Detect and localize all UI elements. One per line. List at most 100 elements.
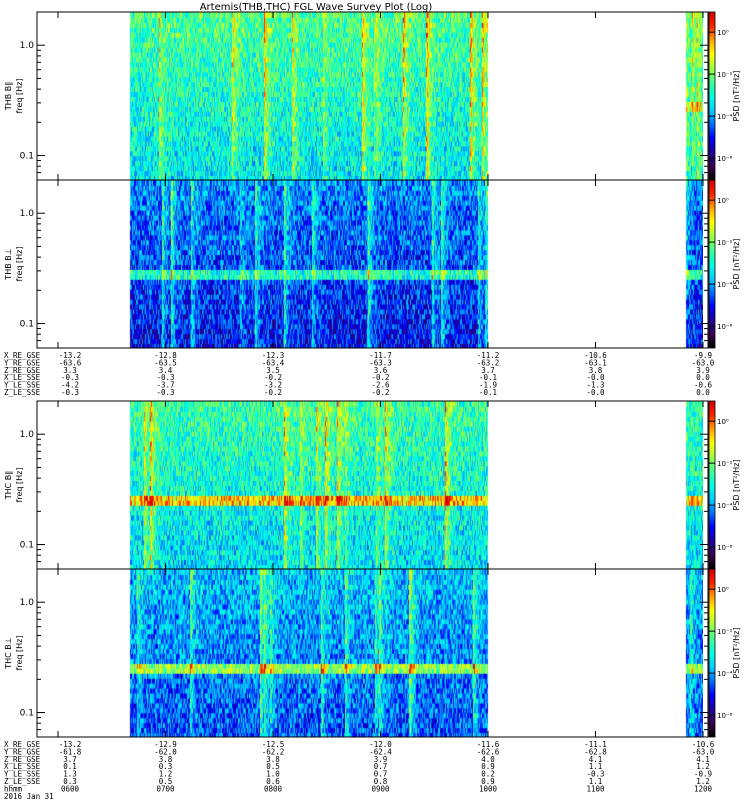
ephem-value: 0.8 (374, 777, 388, 786)
ephem-value: -3.7 (156, 381, 174, 390)
ylabel-freq: freq [Hz] (15, 468, 24, 503)
ephem-row-label: Z_LE_SSE (4, 388, 41, 397)
ytick-label: 1.0 (20, 41, 35, 51)
ephem-value: -63.1 (584, 358, 607, 367)
ytick-label: 0.1 (20, 152, 34, 162)
ephem-value: -63.6 (59, 358, 82, 367)
colorbar-tick-label: 10⁰ (717, 197, 729, 205)
ephem-value: -62.2 (262, 747, 285, 756)
ephem-value: -0.2 (264, 388, 282, 397)
panel-thb-bpar: 1.0 0.1 THB B∥ freq [Hz] 10⁰ 10⁻² 10⁻⁴ 10⁻⁶ PSD … (4, 11, 741, 181)
colorbar-label: PSD [nT²/Hz] (732, 628, 741, 679)
ephem-value: -0.2 (371, 388, 389, 397)
ylabel-instrument: THC B∥ (4, 471, 13, 501)
ephem-value: 0800 (264, 784, 283, 793)
ephem-value: -63.2 (477, 358, 500, 367)
ephem-value: 1.2 (696, 777, 710, 786)
ephem-value: 1.1 (589, 762, 603, 771)
ylabel-instrument: THB B∥ (4, 82, 13, 111)
ephem-value: 3.8 (266, 755, 280, 764)
spectrogram-thc-bpar (58, 401, 703, 569)
ephem-value: -62.8 (584, 747, 607, 756)
ephem-value: 3.4 (159, 366, 173, 375)
colorbar-tick-label: 10⁰ (717, 418, 729, 426)
ephem-value: 0.9 (481, 762, 495, 771)
ephem-value: -0.3 (61, 388, 79, 397)
ephem-value: -0.1 (479, 373, 497, 382)
ephem-row-label: Y_LE_SSE (4, 770, 41, 779)
colorbar (708, 11, 716, 181)
ephem-value: -4.2 (61, 381, 79, 390)
colorbar-tick-label: 10⁻⁴ (717, 670, 733, 678)
ytick-label: 1.0 (20, 598, 35, 608)
ephem-value: 0.5 (266, 762, 280, 771)
ephem-value: 3.6 (374, 366, 388, 375)
ephem-value: -1.9 (479, 381, 497, 390)
ephem-value: -11.1 (584, 740, 607, 749)
ephem-value: -0.2 (371, 373, 389, 382)
ephem-row-label: Y_RE_GSE (4, 747, 41, 756)
ephem-value: -2.6 (371, 381, 390, 390)
spectrogram-thb-bpar (58, 12, 703, 180)
ephem-value: -0.0 (586, 388, 605, 397)
ephem-value: -0.6 (694, 381, 713, 390)
colorbar (708, 179, 716, 349)
ylabel-freq: freq [Hz] (15, 636, 24, 671)
ephemeris-thc: X_RE_GSE -13.2 -12.9 -12.5 -12.0 -11.6 -11.1 -1… (4, 740, 715, 800)
ephem-value: 1.3 (63, 770, 77, 779)
ephem-value: 4.0 (481, 755, 495, 764)
ephem-value: -63.0 (692, 358, 715, 367)
ephem-date: 2016 Jan 31 (4, 792, 54, 800)
ephem-value: 3.8 (159, 755, 173, 764)
colorbar-tick-label: 10⁻⁴ (717, 281, 733, 289)
colorbar-label: PSD [nT²/Hz] (732, 460, 741, 511)
ephem-value: -12.3 (262, 351, 285, 360)
ephem-value: -0.3 (586, 770, 604, 779)
colorbar-tick-label: 10⁻² (717, 239, 733, 247)
ephem-value: 4.1 (589, 755, 603, 764)
ephem-value: -62.0 (154, 747, 177, 756)
panel-frame (36, 179, 709, 349)
ephem-value: -12.9 (154, 740, 177, 749)
ytick-label: 0.1 (20, 320, 34, 330)
ephem-value: 1000 (479, 784, 498, 793)
ephem-value: -11.6 (477, 740, 500, 749)
panel-thc-bperp: 1.0 0.1 THC B⊥ freq [Hz] 10⁰ 10⁻² 10⁻⁴ 10⁻⁶ PSD … (4, 568, 741, 738)
ephem-value: 0.1 (63, 762, 77, 771)
ephem-value: 0.6 (266, 777, 280, 786)
ephem-value: 3.8 (589, 366, 603, 375)
ephem-value: 3.7 (481, 366, 495, 375)
ephem-row-label: X_LE_SSE (4, 373, 41, 382)
ephem-value: -63.4 (262, 358, 285, 367)
ylabel-freq: freq [Hz] (15, 79, 24, 114)
ephem-value: 4.1 (696, 755, 710, 764)
ephem-row-label: hhmm (4, 784, 23, 793)
ephem-value: -0.3 (156, 388, 174, 397)
panel-thb-bperp: 1.0 0.1 THB B⊥ freq [Hz] 10⁰ 10⁻² 10⁻⁴ 10⁻⁶ PSD … (4, 179, 741, 349)
colorbar-tick-label: 10⁻² (717, 71, 733, 79)
colorbar-tick-label: 10⁻² (717, 460, 733, 468)
ephem-value: -0.0 (586, 373, 605, 382)
ephem-value: 0.0 (696, 388, 710, 397)
ephem-row-label: X_RE_GSE (4, 740, 41, 749)
ephem-value: -12.0 (369, 740, 392, 749)
colorbar-tick-label: 10⁰ (717, 29, 729, 37)
ephem-value: -0.3 (156, 373, 174, 382)
ephem-value: 3.9 (696, 366, 710, 375)
ephem-value: -63.3 (369, 358, 392, 367)
ephem-value: -10.6 (692, 740, 715, 749)
ephem-row-label: Z_RE_GSE (4, 755, 41, 764)
ephem-value: -63.0 (692, 747, 715, 756)
ephem-value: 0600 (61, 784, 80, 793)
ephem-value: -0.9 (694, 770, 712, 779)
ephemeris-thb: X_RE_GSE -13.2 -12.8 -12.3 -11.7 -11.2 -10.6 -9… (4, 351, 715, 397)
ephem-value: 0900 (371, 784, 390, 793)
ephem-value: 0.7 (374, 762, 388, 771)
ephem-value: 3.5 (266, 366, 280, 375)
colorbar-tick-label: 10⁻⁶ (717, 155, 733, 163)
ephem-value: 3.7 (63, 755, 77, 764)
ephem-value: 1200 (694, 784, 713, 793)
colorbar-tick-label: 10⁻² (717, 628, 733, 636)
colorbar-tick-label: 10⁻⁶ (717, 323, 733, 331)
